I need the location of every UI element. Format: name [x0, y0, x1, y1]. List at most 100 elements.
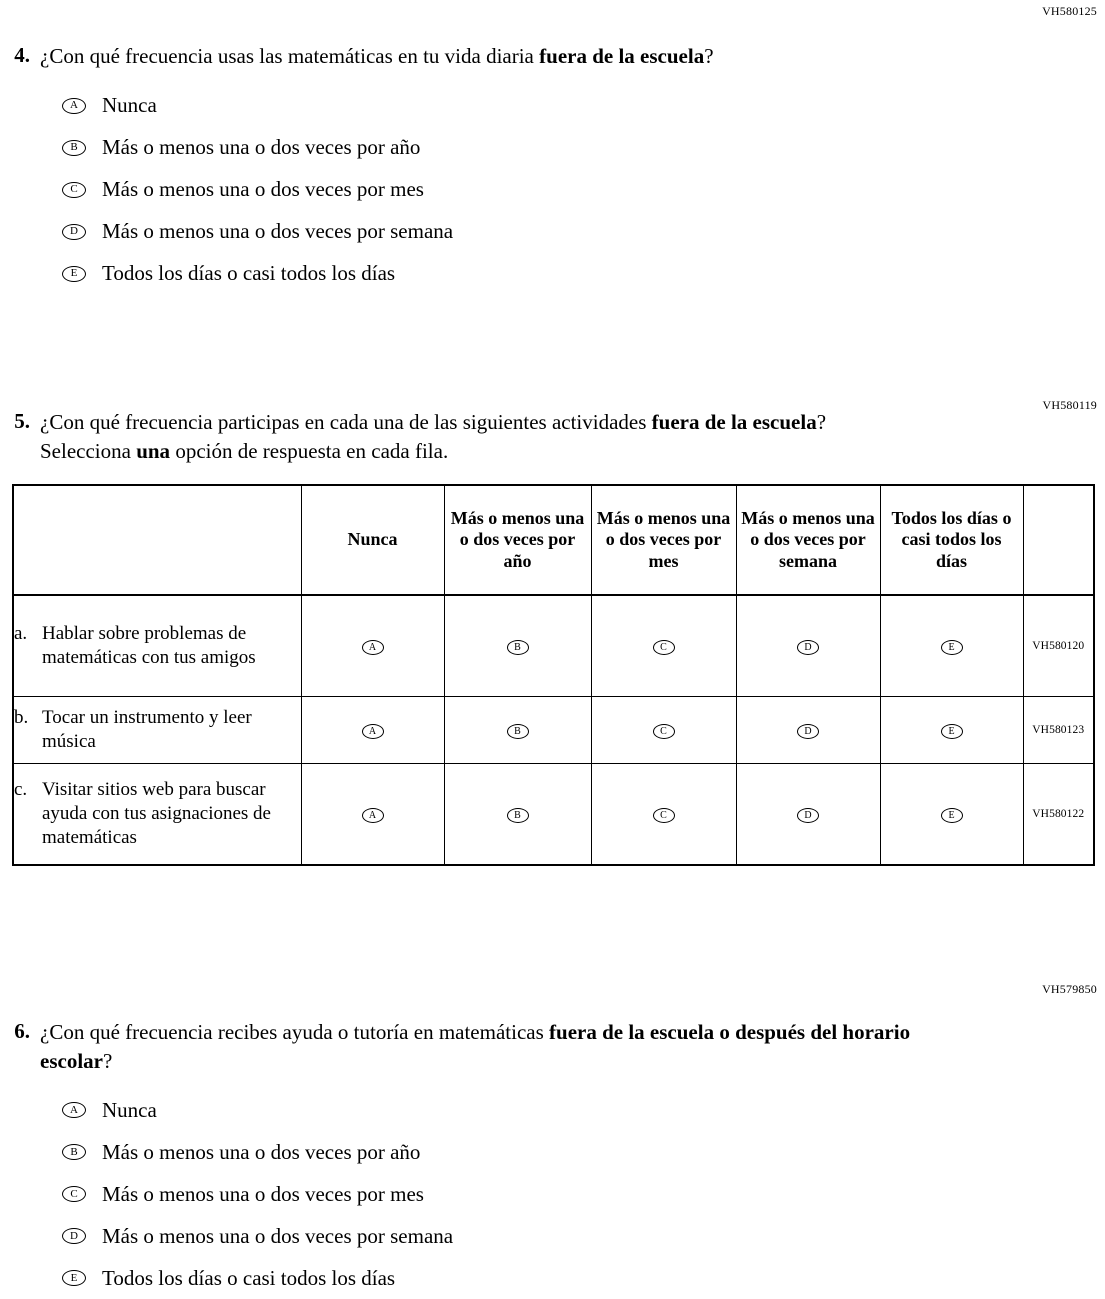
bubble-c-icon[interactable]: C	[652, 808, 675, 824]
option-a[interactable]: A Nunca	[62, 85, 1060, 127]
bubble-d-icon[interactable]: D	[797, 808, 819, 824]
matrix-row-c-label: Visitar sitios web para buscar ayuda con…	[42, 778, 271, 849]
option-e-label: Todos los días o casi todos los días	[102, 261, 396, 286]
matrix-row-a-cell-por-mes[interactable]: C	[590, 594, 737, 697]
matrix-header-code	[1022, 484, 1095, 596]
matrix-header-por-semana: Más o menos una o dos veces por semana	[735, 484, 881, 596]
bubble-c-icon[interactable]: C	[652, 640, 675, 656]
question-6-stem-bold: fuera de la escuela o después del horari…	[40, 1020, 911, 1073]
question-6-number: 6.	[14, 1019, 30, 1043]
question-4-number: 4.	[14, 43, 30, 67]
activities-matrix-table: Nunca Más o menos una o dos veces por añ…	[12, 484, 1095, 866]
option-b-label: Más o menos una o dos veces por año	[102, 1139, 421, 1164]
bubble-d-icon[interactable]: D	[797, 640, 819, 656]
matrix-row-a-label: Hablar sobre problemas de matemáticas co…	[42, 622, 256, 668]
matrix-row-a-letter: a.	[14, 622, 28, 644]
question-4-options: A Nunca B Más o menos una o dos veces po…	[0, 85, 1060, 295]
bubble-c-icon[interactable]: C	[652, 724, 675, 740]
option-d-label: Más o menos una o dos veces por semana	[102, 1223, 454, 1248]
bubble-b-icon[interactable]: B	[506, 808, 529, 824]
option-a-label: Nunca	[102, 1097, 157, 1122]
matrix-row-b-cell-todos-los-dias[interactable]: E	[879, 696, 1024, 764]
matrix-header-por-ano: Más o menos una o dos veces por año	[443, 484, 592, 596]
matrix-row-a-cell-nunca[interactable]: A	[300, 594, 445, 697]
question-5: 5. ¿Con qué frecuencia participas en cad…	[0, 408, 1060, 465]
question-4-stem: ¿Con qué frecuencia usas las matemáticas…	[30, 42, 714, 71]
matrix-row-b-cell-por-semana[interactable]: D	[735, 696, 881, 764]
option-e[interactable]: E Todos los días o casi todos los días	[62, 253, 1060, 295]
item-code-q6: VH579850	[1042, 982, 1097, 996]
question-4-stem-bold: fuera de la escuela	[539, 44, 705, 68]
table-row: c. Visitar sitios web para buscar ayuda …	[12, 763, 1095, 866]
matrix-row-b-cell-por-ano[interactable]: B	[443, 696, 592, 764]
option-d[interactable]: D Más o menos una o dos veces por semana	[62, 211, 1060, 253]
question-6-stem-plain: ¿Con qué frecuencia recibes ayuda o tuto…	[40, 1020, 550, 1044]
question-5-stem: ¿Con qué frecuencia participas en cada u…	[30, 408, 920, 465]
bubble-b-icon[interactable]: B	[62, 139, 86, 156]
bubble-a-icon[interactable]: A	[361, 640, 384, 656]
bubble-b-icon[interactable]: B	[506, 724, 529, 740]
option-b-label: Más o menos una o dos veces por año	[102, 135, 421, 160]
matrix-row-c-cell-todos-los-dias[interactable]: E	[879, 763, 1024, 866]
matrix-row-c-cell-por-mes[interactable]: C	[590, 763, 737, 866]
option-d[interactable]: D Más o menos una o dos veces por semana	[62, 1215, 1060, 1257]
bubble-b-icon[interactable]: B	[62, 1144, 86, 1161]
bubble-c-icon[interactable]: C	[62, 1186, 86, 1203]
question-6-options: A Nunca B Más o menos una o dos veces po…	[0, 1089, 1060, 1299]
question-4-stem-plain: ¿Con qué frecuencia usas las matemáticas…	[40, 44, 540, 68]
matrix-header-nunca: Nunca	[300, 484, 445, 596]
question-5-stem-bold2: una	[136, 438, 171, 463]
option-c[interactable]: C Más o menos una o dos veces por mes	[62, 1173, 1060, 1215]
bubble-a-icon[interactable]: A	[62, 1102, 86, 1119]
matrix-row-b-stem: b. Tocar un instrumento y leer música	[12, 696, 302, 764]
matrix-row-a-cell-por-semana[interactable]: D	[735, 594, 881, 697]
bubble-c-icon[interactable]: C	[62, 181, 86, 198]
matrix-row-b-cell-por-mes[interactable]: C	[590, 696, 737, 764]
matrix-row-c-letter: c.	[14, 778, 28, 800]
matrix-row-b-label: Tocar un instrumento y leer música	[42, 706, 252, 752]
question-4-heading: 4. ¿Con qué frecuencia usas las matemáti…	[0, 42, 1060, 71]
matrix-header-por-mes: Más o menos una o dos veces por mes	[590, 484, 737, 596]
bubble-b-icon[interactable]: B	[506, 640, 529, 656]
bubble-e-icon[interactable]: E	[62, 265, 86, 282]
matrix-row-c-cell-nunca[interactable]: A	[300, 763, 445, 866]
option-c[interactable]: C Más o menos una o dos veces por mes	[62, 169, 1060, 211]
question-5-number: 5.	[14, 409, 30, 433]
question-6-stem: ¿Con qué frecuencia recibes ayuda o tuto…	[30, 1018, 920, 1075]
question-5-stem-plain: ¿Con qué frecuencia participas en cada u…	[40, 410, 652, 434]
matrix-header-row: Nunca Más o menos una o dos veces por añ…	[12, 484, 1095, 596]
matrix-row-c-cell-por-ano[interactable]: B	[443, 763, 592, 866]
matrix-row-c-cell-por-semana[interactable]: D	[735, 763, 881, 866]
bubble-e-icon[interactable]: E	[940, 724, 963, 740]
matrix-row-b-item-code: VH580123	[1022, 696, 1095, 764]
bubble-e-icon[interactable]: E	[940, 808, 963, 824]
bubble-d-icon[interactable]: D	[62, 223, 86, 240]
option-b[interactable]: B Más o menos una o dos veces por año	[62, 127, 1060, 169]
bubble-d-icon[interactable]: D	[797, 724, 819, 740]
matrix-row-a-cell-todos-los-dias[interactable]: E	[879, 594, 1024, 697]
question-5-stem-mid: ? Selecciona	[40, 410, 827, 463]
option-e[interactable]: E Todos los días o casi todos los días	[62, 1257, 1060, 1299]
question-6-heading: 6. ¿Con qué frecuencia recibes ayuda o t…	[0, 1018, 1060, 1075]
table-row: a. Hablar sobre problemas de matemáticas…	[12, 594, 1095, 697]
item-code-q4: VH580125	[1042, 4, 1097, 18]
option-a[interactable]: A Nunca	[62, 1089, 1060, 1131]
bubble-a-icon[interactable]: A	[361, 724, 384, 740]
question-5-heading: 5. ¿Con qué frecuencia participas en cad…	[0, 408, 1060, 465]
option-b[interactable]: B Más o menos una o dos veces por año	[62, 1131, 1060, 1173]
question-6: 6. ¿Con qué frecuencia recibes ayuda o t…	[0, 1018, 1060, 1299]
question-6-stem-tail: ?	[102, 1048, 113, 1073]
bubble-e-icon[interactable]: E	[940, 640, 963, 656]
bubble-a-icon[interactable]: A	[62, 97, 86, 114]
matrix-header-blank	[12, 484, 302, 596]
option-e-label: Todos los días o casi todos los días	[102, 1265, 396, 1290]
bubble-e-icon[interactable]: E	[62, 1270, 86, 1287]
matrix-row-b-cell-nunca[interactable]: A	[300, 696, 445, 764]
matrix-row-a-stem: a. Hablar sobre problemas de matemáticas…	[12, 594, 302, 697]
question-5-stem-bold: fuera de la escuela	[651, 410, 817, 434]
bubble-a-icon[interactable]: A	[361, 808, 384, 824]
bubble-d-icon[interactable]: D	[62, 1228, 86, 1245]
matrix-row-a-cell-por-ano[interactable]: B	[443, 594, 592, 697]
option-d-label: Más o menos una o dos veces por semana	[102, 219, 454, 244]
